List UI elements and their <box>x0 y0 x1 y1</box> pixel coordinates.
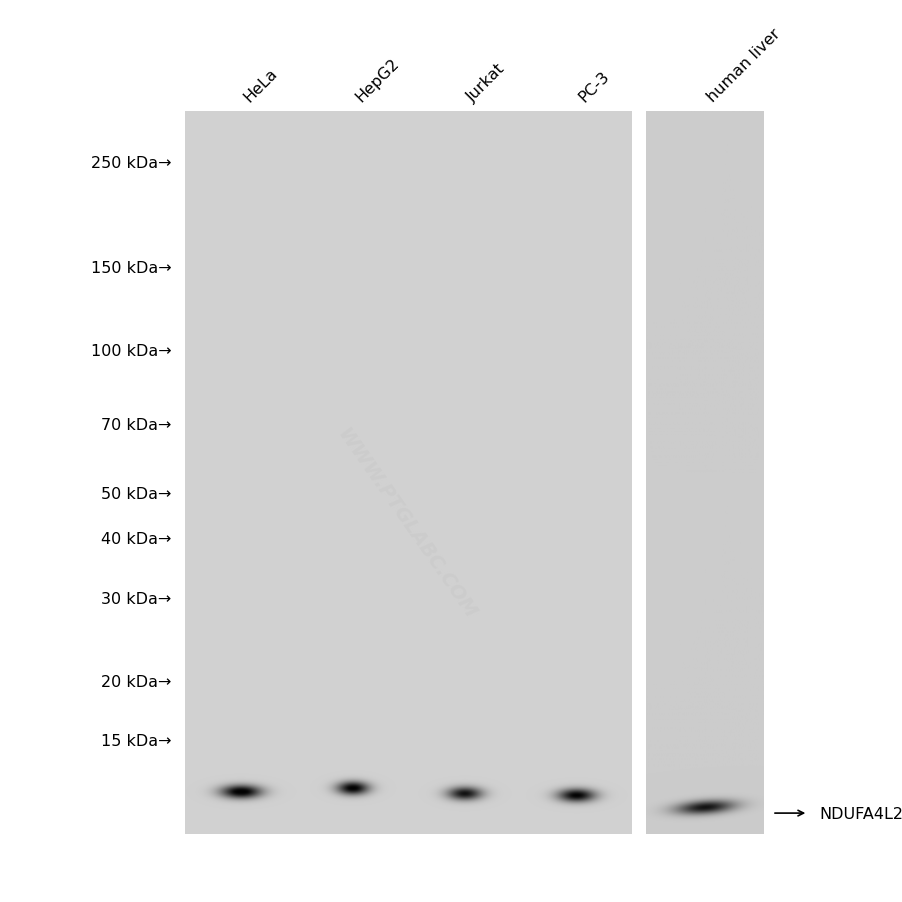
Text: 30 kDa→: 30 kDa→ <box>101 591 171 606</box>
Text: HeLa: HeLa <box>241 65 281 105</box>
Text: WWW.PTGLABC.COM: WWW.PTGLABC.COM <box>333 425 479 621</box>
Text: 15 kDa→: 15 kDa→ <box>101 733 171 748</box>
Text: NDUFA4L2: NDUFA4L2 <box>818 805 902 821</box>
Text: 40 kDa→: 40 kDa→ <box>101 532 171 547</box>
Text: 50 kDa→: 50 kDa→ <box>101 486 171 502</box>
Text: 70 kDa→: 70 kDa→ <box>101 417 171 432</box>
Text: 20 kDa→: 20 kDa→ <box>101 674 171 689</box>
Text: 250 kDa→: 250 kDa→ <box>91 156 171 170</box>
Text: human liver: human liver <box>704 26 782 105</box>
Text: Jurkat: Jurkat <box>464 61 508 105</box>
Text: 100 kDa→: 100 kDa→ <box>91 344 171 359</box>
Text: PC-3: PC-3 <box>575 69 612 105</box>
Text: 150 kDa→: 150 kDa→ <box>91 261 171 276</box>
Text: HepG2: HepG2 <box>353 56 401 105</box>
